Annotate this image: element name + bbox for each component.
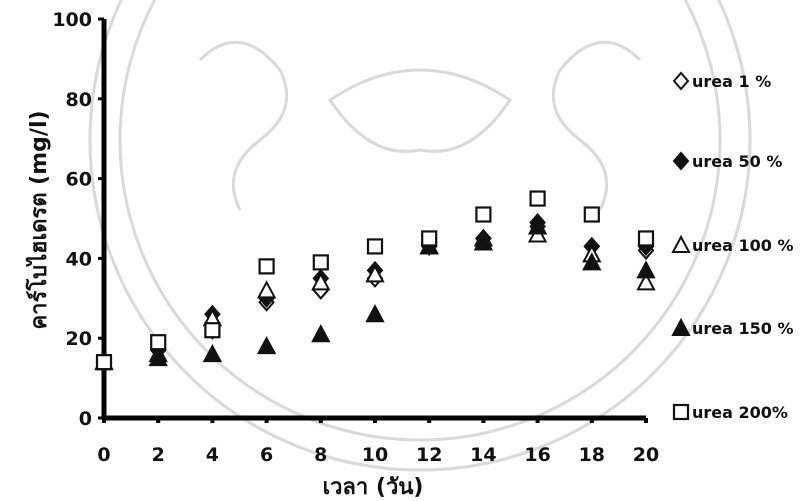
y-tick-label: 60 bbox=[66, 169, 92, 191]
legend-label: urea 1 % bbox=[692, 72, 771, 91]
data-point bbox=[529, 190, 546, 207]
series-4 bbox=[95, 190, 655, 371]
legend-label: urea 200% bbox=[692, 403, 788, 422]
legend-label: urea 50 % bbox=[692, 152, 782, 171]
legend-label: urea 150 % bbox=[692, 319, 794, 338]
data-point bbox=[475, 206, 492, 223]
x-tick-label: 12 bbox=[416, 444, 442, 466]
data-point bbox=[636, 272, 656, 291]
data-point bbox=[365, 264, 385, 283]
x-tick-label: 4 bbox=[206, 444, 219, 466]
data-point bbox=[311, 324, 331, 343]
x-axis-title: เวลา (วัน) bbox=[323, 475, 424, 500]
data-point bbox=[256, 280, 277, 299]
data-point bbox=[421, 230, 438, 247]
x-tick-label: 10 bbox=[362, 444, 388, 466]
x-tick-label: 6 bbox=[260, 444, 273, 466]
data-point bbox=[202, 344, 223, 363]
data-point bbox=[258, 258, 275, 275]
data-points bbox=[94, 190, 656, 372]
x-tick-label: 0 bbox=[97, 444, 110, 466]
y-tick-label: 100 bbox=[52, 9, 92, 31]
data-point bbox=[311, 272, 331, 291]
legend-marker bbox=[672, 151, 690, 171]
legend-marker bbox=[672, 71, 690, 91]
legend-marker bbox=[672, 403, 690, 421]
y-tick-labels: 0 20 40 60 80 100 bbox=[52, 9, 104, 430]
data-point bbox=[583, 206, 600, 223]
x-tick-label: 2 bbox=[152, 444, 165, 466]
data-point bbox=[95, 354, 113, 371]
y-axis-title: คาร์โบไฮเดรต (mg/l) bbox=[25, 110, 52, 329]
x-tick-label: 20 bbox=[633, 444, 659, 466]
data-point bbox=[204, 322, 221, 339]
data-point bbox=[256, 336, 277, 355]
data-point bbox=[637, 230, 655, 247]
data-point bbox=[365, 304, 385, 323]
x-tick-label: 16 bbox=[524, 444, 550, 466]
y-tick-label: 20 bbox=[66, 328, 92, 350]
x-tick-label: 18 bbox=[579, 444, 605, 466]
x-tick-label: 8 bbox=[314, 444, 327, 466]
watermark-seal bbox=[88, 0, 752, 472]
legend-marker bbox=[671, 234, 691, 253]
x-tick-labels: 0 2 4 6 8 10 12 14 16 18 20 bbox=[97, 418, 659, 466]
series-1 bbox=[95, 212, 655, 372]
y-tick-label: 0 bbox=[79, 408, 92, 430]
legend-label: urea 100 % bbox=[692, 236, 794, 255]
data-point bbox=[150, 334, 167, 351]
legend: urea 1 % urea 50 % urea 100 % urea 150 % ure… bbox=[671, 71, 794, 422]
data-point bbox=[473, 232, 494, 251]
data-point bbox=[312, 254, 329, 271]
data-point bbox=[366, 238, 384, 255]
data-point bbox=[582, 252, 602, 271]
data-point bbox=[636, 260, 656, 279]
y-tick-label: 80 bbox=[66, 89, 92, 111]
legend-marker bbox=[671, 317, 691, 336]
data-point bbox=[527, 216, 548, 235]
data-point bbox=[148, 348, 168, 367]
y-tick-label: 40 bbox=[66, 248, 92, 270]
x-tick-label: 14 bbox=[470, 444, 496, 466]
